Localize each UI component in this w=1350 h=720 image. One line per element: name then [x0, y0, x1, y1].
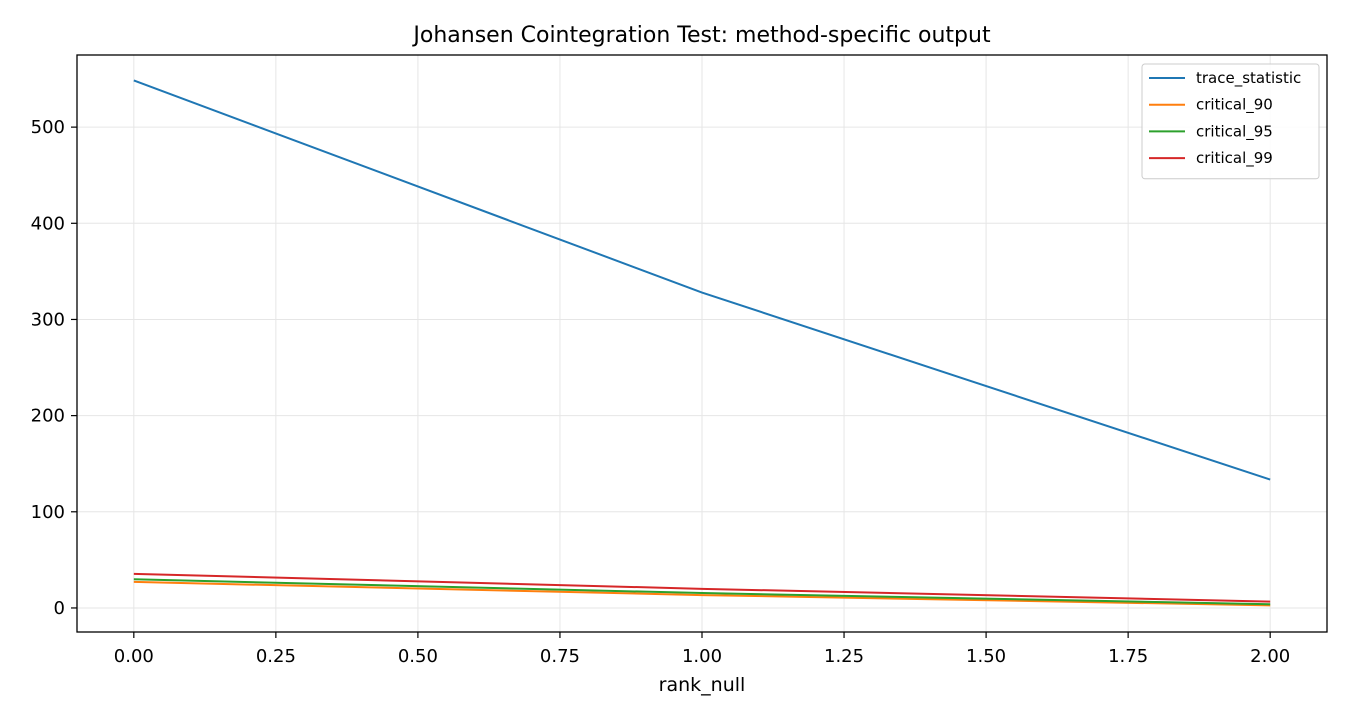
legend-label: critical_95	[1196, 122, 1273, 141]
series-line-trace-statistic	[133, 79, 1271, 481]
y-tick-label: 0	[54, 598, 65, 619]
x-tick-label: 1.25	[824, 646, 864, 667]
series-line-critical-90	[133, 580, 1271, 607]
grid	[77, 55, 1327, 632]
x-tick-label: 0.25	[256, 646, 296, 667]
x-tick-label: 2.00	[1250, 646, 1290, 667]
y-tick-label: 500	[31, 117, 65, 138]
x-axis: 0.00 0.25 0.50 0.75 1.00 1.25 1.50 1.75 2.00	[114, 632, 1290, 667]
x-tick-label: 0.00	[114, 646, 154, 667]
series-line-critical-95	[133, 578, 1271, 606]
legend-label: trace_statistic	[1196, 69, 1301, 88]
legend-label: critical_90	[1196, 96, 1273, 115]
y-tick-label: 100	[31, 502, 65, 523]
x-tick-label: 1.50	[966, 646, 1006, 667]
y-tick-label: 400	[31, 213, 65, 234]
legend-label: critical_99	[1196, 149, 1273, 168]
y-tick-label: 300	[31, 309, 65, 330]
x-tick-label: 1.75	[1108, 646, 1148, 667]
series-lines	[133, 79, 1271, 607]
chart-title: Johansen Cointegration Test: method-spec…	[411, 23, 991, 48]
y-tick-label: 200	[31, 406, 65, 427]
series-line-critical-99	[133, 572, 1271, 603]
x-axis-label: rank_null	[659, 674, 746, 696]
y-axis: 0 100 200 300 400 500	[31, 117, 77, 619]
legend-box	[1141, 63, 1320, 180]
legend: trace_statistic critical_90 critical_95cri…	[1141, 63, 1320, 180]
x-tick-label: 1.00	[682, 646, 722, 667]
x-tick-label: 0.75	[540, 646, 580, 667]
x-tick-label: 0.50	[398, 646, 438, 667]
